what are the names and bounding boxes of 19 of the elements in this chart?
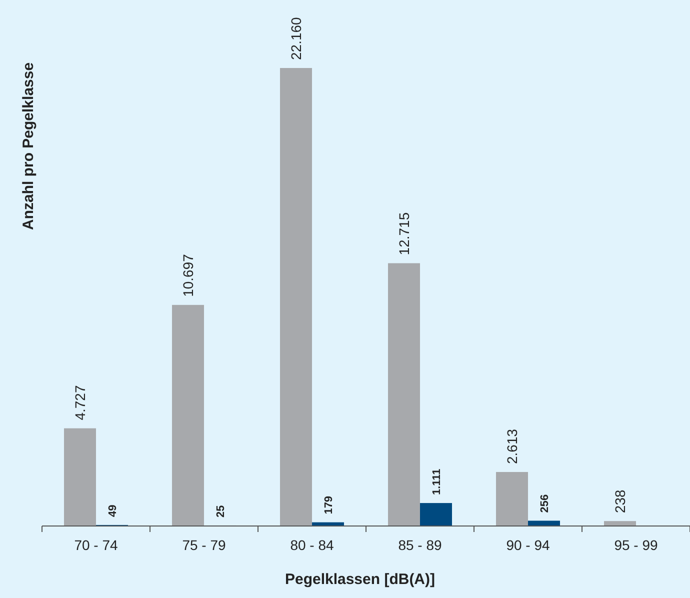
data-label: 12.715 [396, 212, 412, 256]
data-label: 179 [323, 496, 335, 514]
data-label: 49 [107, 504, 119, 517]
x-tick-label: 70 - 74 [74, 537, 118, 553]
x-tick-label: 90 - 94 [506, 537, 550, 553]
x-tick-label: 80 - 84 [290, 537, 334, 553]
data-label: 256 [539, 494, 551, 513]
x-tick-label: 85 - 89 [398, 537, 442, 553]
y-axis-title: Anzahl pro Pegelklasse [20, 62, 37, 230]
x-tick-label: 75 - 79 [182, 537, 226, 553]
data-label: 4.727 [72, 385, 88, 420]
data-label: 238 [612, 490, 628, 514]
x-tick-label: 95 - 99 [614, 537, 658, 553]
data-label: 10.697 [180, 254, 196, 297]
data-label: 25 [215, 505, 227, 518]
data-label: 2.613 [504, 428, 520, 464]
data-label: 22.160 [288, 16, 304, 60]
x-axis-title: Pegelklassen [dB(A)] [284, 571, 436, 588]
data-label: 1.111 [431, 468, 443, 496]
